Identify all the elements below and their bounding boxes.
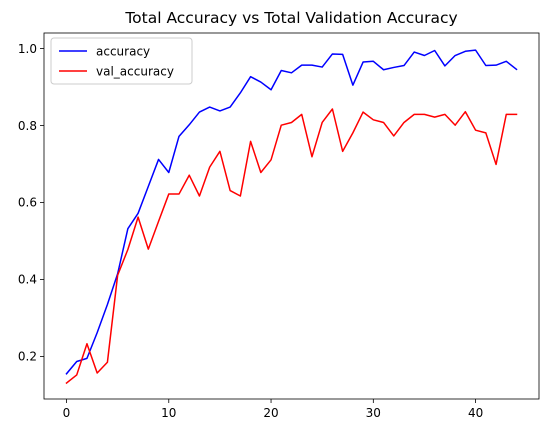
x-tick-label: 20 bbox=[263, 406, 278, 420]
series-line-accuracy bbox=[65, 49, 518, 375]
legend: accuracy val_accuracy bbox=[50, 37, 193, 85]
x-tick-label: 40 bbox=[468, 406, 483, 420]
y-tick-label: 0.2 bbox=[18, 350, 37, 364]
x-tick-label: 30 bbox=[366, 406, 381, 420]
plot-frame bbox=[43, 32, 540, 400]
x-tick-label: 0 bbox=[63, 406, 71, 420]
x-tick-label: 10 bbox=[161, 406, 176, 420]
y-tick-label: 0.6 bbox=[18, 196, 37, 210]
series-line-val-accuracy bbox=[65, 108, 518, 385]
legend-label-accuracy: accuracy bbox=[96, 44, 150, 58]
legend-label-val-accuracy: val_accuracy bbox=[96, 64, 174, 78]
chart-title: Total Accuracy vs Total Validation Accur… bbox=[124, 9, 457, 27]
plot-area bbox=[44, 33, 539, 399]
legend-box bbox=[50, 37, 193, 85]
y-tick-label: 0.8 bbox=[18, 119, 37, 133]
y-tick-label: 1.0 bbox=[18, 42, 37, 56]
y-tick-label: 0.4 bbox=[18, 273, 37, 287]
